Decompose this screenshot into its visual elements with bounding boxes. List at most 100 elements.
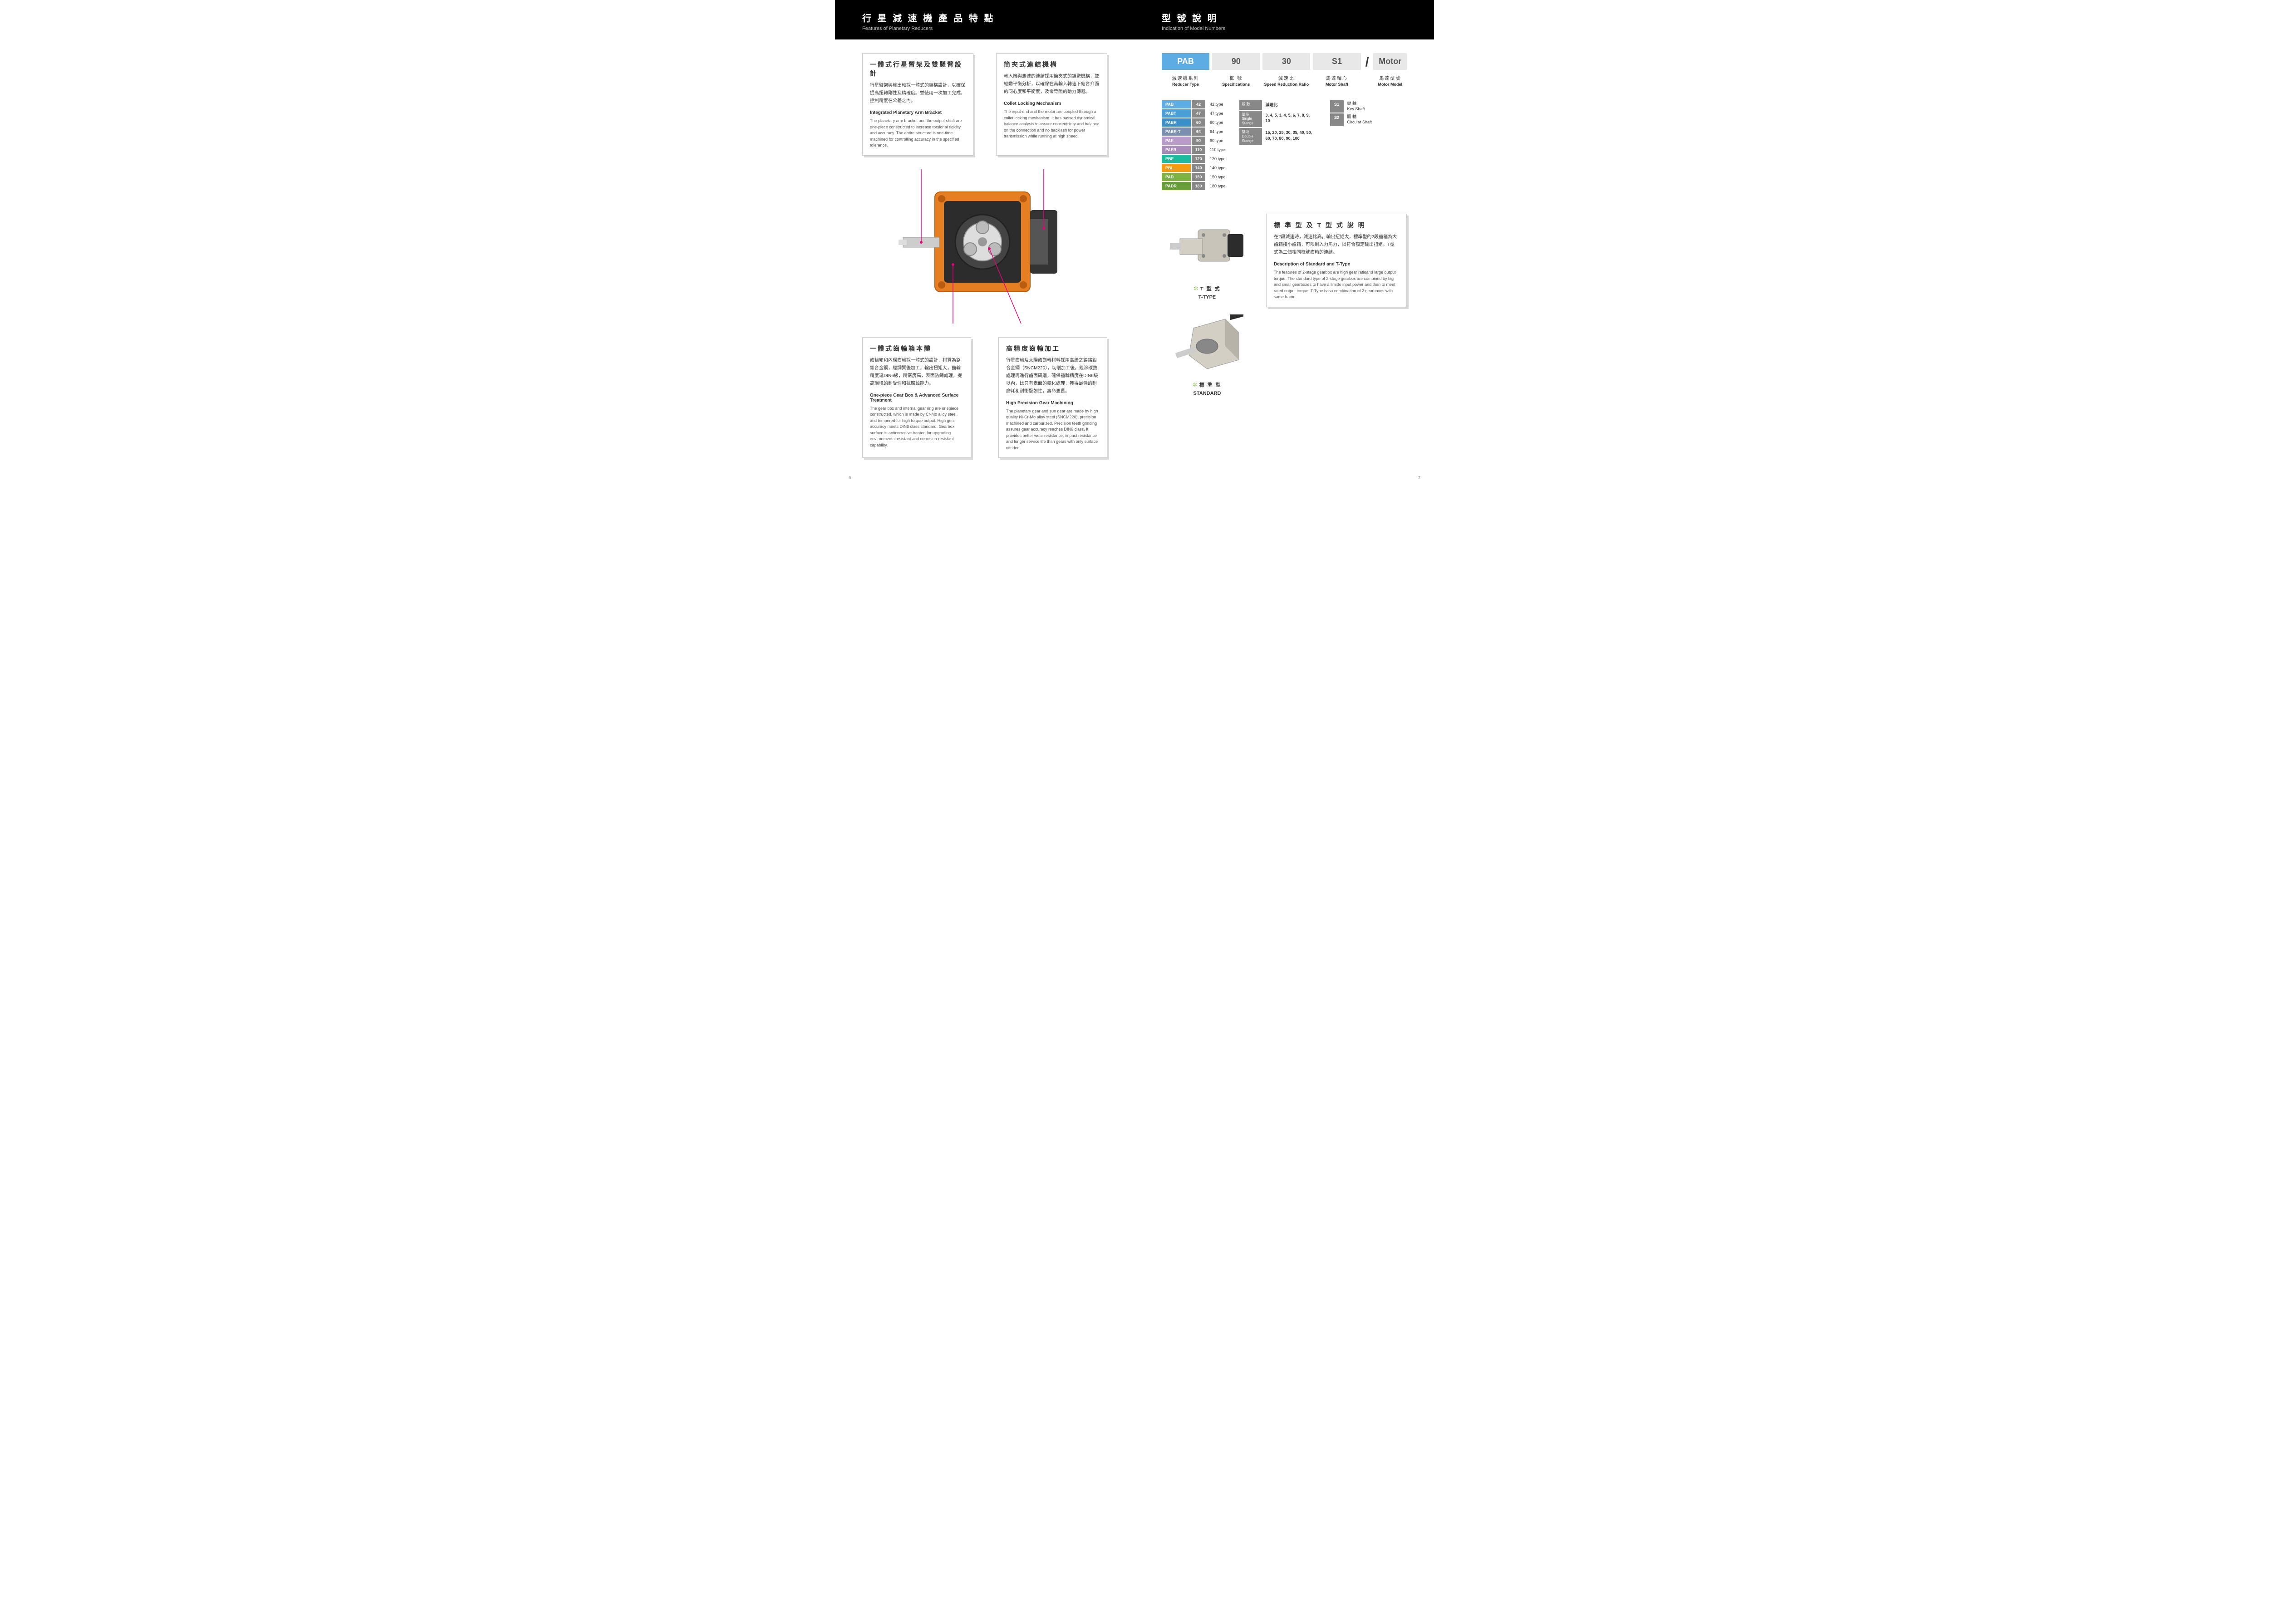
feature-title-en: Integrated Planetary Arm Bracket	[870, 110, 966, 115]
feature-title-en: Collet Locking Mechanism	[1004, 101, 1100, 106]
series-desc: 47 type	[1205, 111, 1223, 116]
shaft-row: S1 鍵 軸Key Shaft	[1330, 100, 1376, 113]
series-tag: PADR	[1162, 182, 1191, 190]
header-title-en: Indication of Model Numbers	[1162, 26, 1407, 31]
feature-title: 高精度齒輪加工	[1006, 344, 1100, 353]
feature-body: 在2段減速時，減速比高，輸出扭矩大，標準型的2段齒箱為大齒箱接小齒箱，可限制入力…	[1274, 233, 1399, 256]
model-code: Motor	[1373, 53, 1407, 70]
series-desc: 64 type	[1205, 129, 1223, 134]
model-label-cn: 馬達軸心	[1313, 74, 1360, 81]
series-num: 180	[1192, 182, 1205, 190]
series-list: PAB 42 42 typePABT 47 47 typePABR 60 60 …	[1162, 100, 1226, 191]
model-label-en: Reducer Type	[1162, 82, 1209, 87]
ttype-photo	[1162, 214, 1252, 282]
bullet-icon: ✲	[1193, 285, 1198, 292]
series-row: PAE 90 90 type	[1162, 137, 1226, 145]
model-label-cn: 框 號	[1212, 74, 1260, 81]
model-part: 30 減速比 Speed Reduction Ratio	[1262, 53, 1310, 87]
feature-title: 一體式行星臂架及雙懸臂設計	[870, 60, 966, 78]
stage-value: 15, 20, 25, 30, 35, 40, 50, 60, 70, 80, …	[1262, 128, 1316, 145]
shaft-list: S1 鍵 軸Key ShaftS2 圓 軸Circular Shaft	[1330, 100, 1376, 191]
stage-list: 段 數 減速比單段Single Stange 3, 4, 5, 3, 4, 5,…	[1239, 100, 1316, 191]
series-tag: PAD	[1162, 173, 1191, 181]
model-label-cn: 減速比	[1262, 74, 1310, 81]
series-tag: PAB	[1162, 100, 1191, 108]
series-tag: PAER	[1162, 146, 1191, 154]
stage-label: 段 數	[1239, 100, 1262, 110]
series-row: PABT 47 47 type	[1162, 109, 1226, 118]
model-label-en: Speed Reduction Ratio	[1262, 82, 1310, 87]
series-tag: PABR	[1162, 118, 1191, 127]
model-part: S1 馬達軸心 Motor Shaft	[1313, 53, 1360, 87]
standard-label-en: STANDARD	[1193, 391, 1221, 396]
feature-body-en: The input-end and the motor are coupled …	[1004, 109, 1100, 140]
separator-slash: /	[1364, 55, 1371, 69]
series-row: PBE 120 120 type	[1162, 155, 1226, 163]
standard-label-cn: 標 準 型	[1199, 383, 1222, 388]
feature-4: 高精度齒輪加工 行星齒輪及太陽齒齒輪材料採用高級之鎳鉻鉬合金鋼（SNCM220）…	[998, 337, 1107, 458]
series-num: 150	[1192, 173, 1205, 181]
series-num: 110	[1192, 146, 1205, 154]
feature-body: 齒輪箱和內環齒輪採一體式的設計，材質為鉻鉬合金鋼，經調質後加工，輸出扭矩大，齒輪…	[870, 357, 963, 388]
stage-row: 單段Single Stange 3, 4, 5, 3, 4, 5, 6, 7, …	[1239, 111, 1316, 128]
series-num: 47	[1192, 109, 1205, 118]
series-desc: 110 type	[1205, 147, 1225, 152]
ttype-label-en: T-TYPE	[1198, 294, 1216, 300]
bullet-icon: ✲	[1193, 382, 1197, 388]
model-label-cn: 減速機系列	[1162, 74, 1209, 81]
series-num: 120	[1192, 155, 1205, 163]
feature-title: 一體式齒輪箱本體	[870, 344, 963, 353]
series-desc: 180 type	[1205, 184, 1226, 188]
feature-3: 一體式齒輪箱本體 齒輪箱和內環齒輪採一體式的設計，材質為鉻鉬合金鋼，經調質後加工…	[862, 337, 971, 458]
series-desc: 42 type	[1205, 102, 1223, 107]
ttype-label-cn: T 型 式	[1200, 286, 1221, 292]
stage-label: 單段Single Stange	[1239, 111, 1262, 128]
header-title-en: Features of Planetary Reducers	[862, 26, 1107, 31]
model-code: S1	[1313, 53, 1360, 70]
shaft-value: 圓 軸Circular Shaft	[1344, 113, 1376, 126]
type-description: 標 準 型 及 T 型 式 說 明 在2段減速時，減速比高，輸出扭矩大，標準型的…	[1266, 214, 1407, 307]
feature-body-en: The planetary arm bracket and the output…	[870, 118, 966, 149]
feature-body: 輸入端與馬達的連結採用筒夾式的鎖緊機構，並經動平衡分析，以確保在高輸入轉速下結合…	[1004, 73, 1100, 96]
feature-title: 標 準 型 及 T 型 式 說 明	[1274, 221, 1399, 230]
shaft-code: S1	[1330, 100, 1344, 113]
model-label-en: Motor Shaft	[1313, 82, 1360, 87]
series-desc: 140 type	[1205, 166, 1226, 170]
model-code: 30	[1262, 53, 1310, 70]
series-row: PAB 42 42 type	[1162, 100, 1226, 108]
feature-body-en: The gear box and internal gear ring are …	[870, 406, 963, 449]
series-tag: PAE	[1162, 137, 1191, 145]
model-part: PAB 減速機系列 Reducer Type	[1162, 53, 1209, 87]
shaft-row: S2 圓 軸Circular Shaft	[1330, 113, 1376, 126]
model-part: 90 框 號 Specifications	[1212, 53, 1260, 87]
series-row: PBL 140 140 type	[1162, 164, 1226, 172]
series-row: PABR 60 60 type	[1162, 118, 1226, 127]
series-tag: PABT	[1162, 109, 1191, 118]
series-tag: PABR-T	[1162, 128, 1191, 136]
feature-title-en: One-piece Gear Box & Advanced Surface Tr…	[870, 393, 963, 403]
page-left: 行 星 減 速 機 產 品 特 點 Features of Planetary …	[835, 0, 1134, 485]
standard-photo	[1162, 310, 1252, 378]
page-number: 7	[1418, 476, 1420, 481]
feature-2: 筒夾式連結機構 輸入端與馬達的連結採用筒夾式的鎖緊機構，並經動平衡分析，以確保在…	[996, 53, 1107, 156]
stage-label: 雙段Double Stange	[1239, 128, 1262, 145]
stage-row: 雙段Double Stange 15, 20, 25, 30, 35, 40, …	[1239, 128, 1316, 145]
feature-body-en: The planetary gear and sun gear are made…	[1006, 408, 1100, 451]
gearbox-cutaway-image	[894, 160, 1076, 333]
feature-1: 一體式行星臂架及雙懸臂設計 行星臂架與輸出軸採一體式的結構設計，以確保提高扭轉剛…	[862, 53, 973, 156]
page-number: 6	[849, 476, 851, 481]
shaft-value: 鍵 軸Key Shaft	[1344, 100, 1369, 113]
series-num: 60	[1192, 118, 1205, 127]
header-title-cn: 行 星 減 速 機 產 品 特 點	[862, 11, 1107, 24]
code-legend: PAB 42 42 typePABT 47 47 typePABR 60 60 …	[1162, 100, 1407, 191]
series-desc: 120 type	[1205, 157, 1226, 161]
series-tag: PBE	[1162, 155, 1191, 163]
series-desc: 60 type	[1205, 120, 1223, 125]
series-tag: PBL	[1162, 164, 1191, 172]
header-left: 行 星 減 速 機 產 品 特 點 Features of Planetary …	[835, 0, 1134, 39]
stage-row: 段 數 減速比	[1239, 100, 1316, 110]
feature-body: 行星臂架與輸出軸採一體式的結構設計，以確保提高扭轉剛性及精確度。並使用一次加工完…	[870, 82, 966, 105]
feature-title: 筒夾式連結機構	[1004, 60, 1100, 69]
series-desc: 90 type	[1205, 138, 1223, 143]
feature-title-en: Description of Standard and T-Type	[1274, 262, 1399, 267]
